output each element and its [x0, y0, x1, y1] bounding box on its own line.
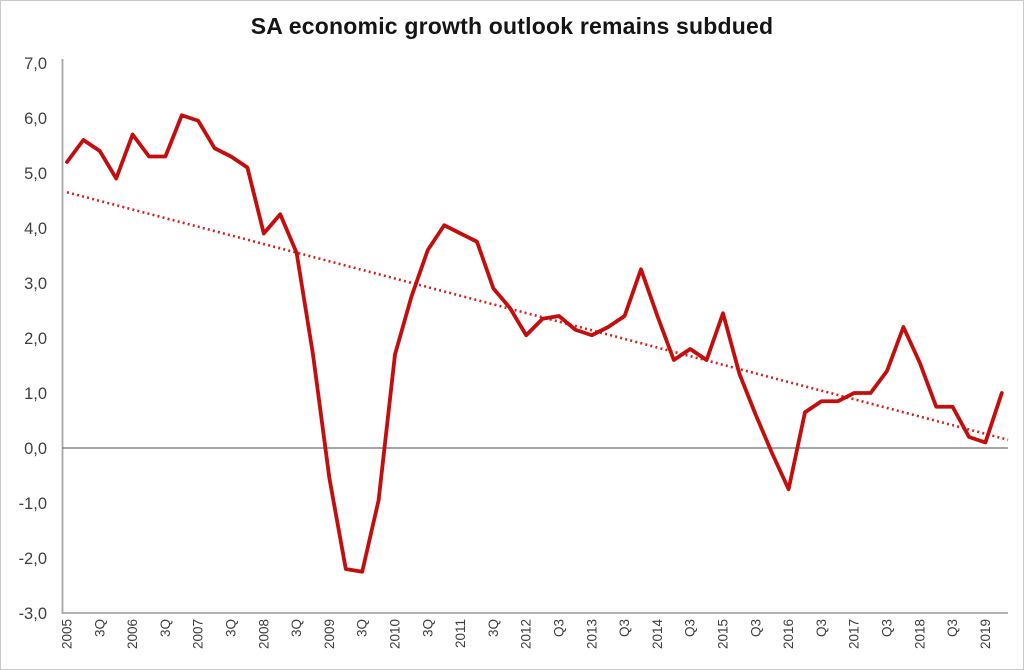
y-axis-tick-label: -1,0 — [19, 495, 47, 513]
x-axis-tick-label: 2017 — [847, 619, 862, 649]
x-axis-tick-label: 3Q — [355, 619, 370, 637]
x-axis-tick-label: 2007 — [191, 619, 206, 649]
x-axis-tick-label: Q3 — [748, 619, 763, 637]
y-axis-tick-label: 4,0 — [24, 220, 47, 238]
x-axis-tick-label: 3Q — [158, 619, 173, 637]
x-axis-tick-label: 3Q — [486, 619, 501, 637]
x-axis-tick-label: 2012 — [519, 619, 534, 649]
x-axis-tick-label: 2005 — [59, 619, 74, 649]
x-axis-tick-label: 2009 — [322, 619, 337, 649]
x-axis-tick-label: Q3 — [945, 619, 960, 637]
x-axis-tick-label: 2010 — [387, 619, 402, 649]
y-axis-tick-label: 0,0 — [24, 440, 47, 458]
x-axis-tick-label: 2011 — [453, 619, 468, 648]
y-axis-tick-label: -3,0 — [19, 605, 47, 623]
x-axis-tick-label: 3Q — [420, 619, 435, 637]
y-axis-tick-label: 5,0 — [24, 165, 47, 183]
x-axis-tick-label: 2008 — [256, 619, 271, 649]
x-axis-tick-label: Q3 — [617, 619, 632, 637]
trend-line — [66, 190, 1009, 442]
y-axis-tick-label: 1,0 — [24, 385, 47, 403]
x-axis-tick-label: 3Q — [92, 619, 107, 637]
y-axis-tick-label: 2,0 — [24, 330, 47, 348]
y-axis-tick-label: -2,0 — [19, 550, 47, 568]
y-axis-tick-label: 3,0 — [24, 275, 47, 293]
x-axis-tick-label: 2015 — [715, 619, 730, 649]
x-axis-tick-label: 2006 — [125, 619, 140, 649]
gdp-growth-line — [65, 113, 1004, 574]
x-axis-tick-label: 3Q — [223, 619, 238, 637]
x-axis-tick-label: Q3 — [879, 619, 894, 637]
y-axis-tick-label: 7,0 — [24, 55, 47, 73]
y-axis-tick-label: 6,0 — [24, 110, 47, 128]
chart-title: SA economic growth outlook remains subdu… — [250, 13, 774, 39]
x-axis-tick-label: 2014 — [650, 619, 665, 650]
x-axis-tick-label: Q3 — [551, 619, 566, 637]
x-axis-tick-label: 2013 — [584, 619, 599, 649]
x-axis-tick-label: 2019 — [978, 619, 993, 649]
x-axis-tick-label: Q3 — [814, 619, 829, 637]
x-axis-tick-label: 2018 — [912, 619, 927, 649]
x-axis-tick-label: Q3 — [683, 619, 698, 637]
x-axis-tick-label: 3Q — [289, 619, 304, 637]
x-axis-tick-label: 2016 — [781, 619, 796, 649]
